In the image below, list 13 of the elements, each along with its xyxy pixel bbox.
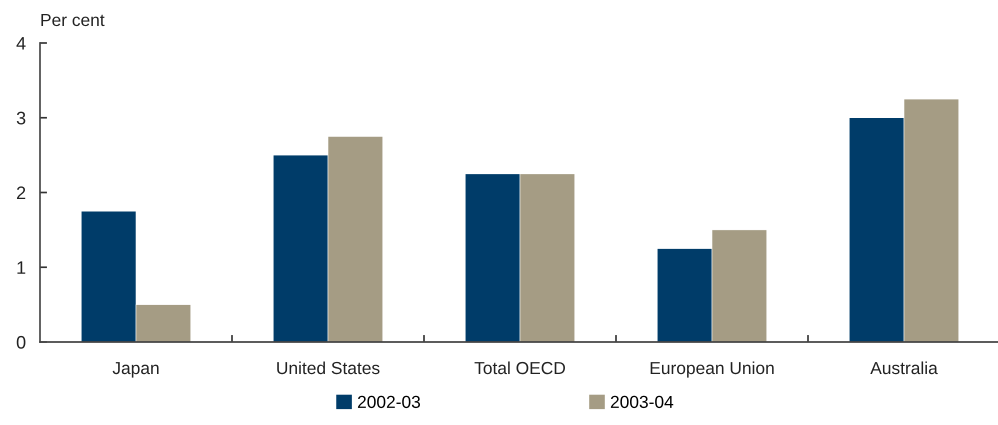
legend-label: 2002-03 xyxy=(358,396,420,408)
y-tick-label: 4 xyxy=(16,37,26,50)
y-axis-title: Per cent xyxy=(41,14,105,26)
x-tick-label: Australia xyxy=(870,361,938,374)
y-tick-label: 3 xyxy=(16,112,26,124)
x-tick-label: United States xyxy=(277,361,380,374)
y-tick-label: 2 xyxy=(16,186,26,200)
y-tick-label: 0 xyxy=(16,336,26,349)
x-tick-label: Total OECD xyxy=(474,361,565,374)
legend-label: 2003-04 xyxy=(610,396,674,408)
x-tick-label: European Union xyxy=(650,361,774,378)
y-tick-label: 1 xyxy=(17,261,26,274)
x-tick-label: Japan xyxy=(112,362,159,378)
